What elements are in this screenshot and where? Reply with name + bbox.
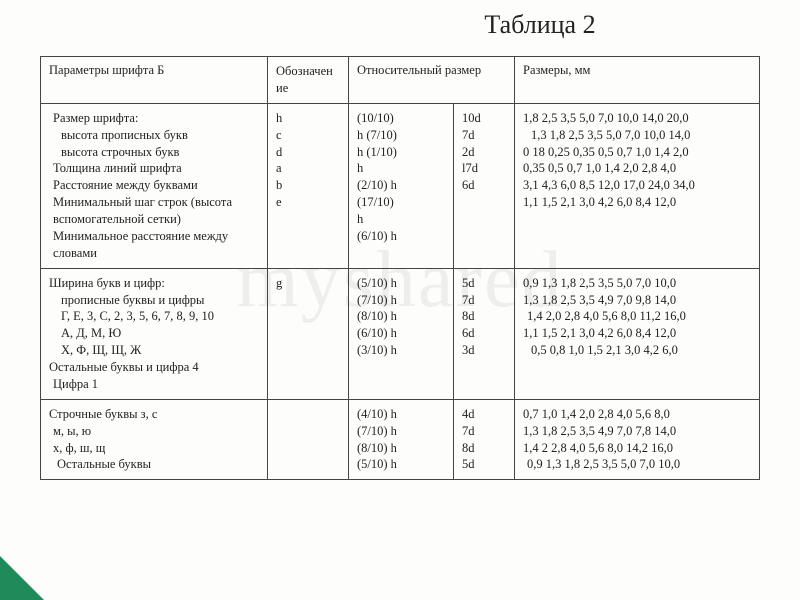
cell-c4: 5d7d8d6d3d <box>454 268 515 399</box>
cell-line: Ширина букв и цифр: <box>49 275 259 292</box>
cell-line: 7d <box>462 292 506 309</box>
cell-line: (5/10) h <box>357 456 445 473</box>
cell-line: 6d <box>462 325 506 342</box>
cell-line: h <box>357 211 445 228</box>
cell-line: 0,9 1,3 1,8 2,5 3,5 5,0 7,0 10,0 <box>523 456 751 473</box>
cell-line: 0,35 0,5 0,7 1,0 1,4 2,0 2,8 4,0 <box>523 160 751 177</box>
cell-line: 0,7 1,0 1,4 2,0 2,8 4,0 5,6 8,0 <box>523 406 751 423</box>
cell-c1: Ширина букв и цифр:прописные буквы и циф… <box>41 268 268 399</box>
cell-line: 1,3 1,8 2,5 3,5 5,0 7,0 10,0 14,0 <box>523 127 751 144</box>
cell-line: Толщина линий шрифта <box>49 160 259 177</box>
cell-line: (6/10) h <box>357 325 445 342</box>
table-row: Ширина букв и цифр:прописные буквы и циф… <box>41 268 760 399</box>
cell-line: Строчные буквы з, с <box>49 406 259 423</box>
cell-line: прописные буквы и цифры <box>49 292 259 309</box>
cell-c2: g <box>268 268 349 399</box>
cell-line: (10/10) <box>357 110 445 127</box>
cell-c2 <box>268 399 349 480</box>
cell-line: 2d <box>462 144 506 161</box>
cell-line: b <box>276 177 340 194</box>
cell-line: 7d <box>462 423 506 440</box>
cell-line: 7d <box>462 127 506 144</box>
cell-line: (4/10) h <box>357 406 445 423</box>
cell-line: 0,9 1,3 1,8 2,5 3,5 5,0 7,0 10,0 <box>523 275 751 292</box>
font-params-table: Параметры шрифта Б Обозначение Относител… <box>40 56 760 480</box>
cell-line: (7/10) h <box>357 292 445 309</box>
cell-line: Размер шрифта: <box>49 110 259 127</box>
cell-c5: 0,7 1,0 1,4 2,0 2,8 4,0 5,6 8,01,3 1,8 2… <box>515 399 760 480</box>
cell-line: 0 18 0,25 0,35 0,5 0,7 1,0 1,4 2,0 <box>523 144 751 161</box>
cell-c5: 0,9 1,3 1,8 2,5 3,5 5,0 7,0 10,01,3 1,8 … <box>515 268 760 399</box>
cell-line: h <box>276 110 340 127</box>
cell-line: 8d <box>462 308 506 325</box>
cell-c3: (4/10) h(7/10) h(8/10) h(5/10) h <box>349 399 454 480</box>
cell-c4: 4d7d8d5d <box>454 399 515 480</box>
header-symbol: Обозначение <box>268 57 349 104</box>
cell-line: 6d <box>462 177 506 194</box>
header-relsize: Относительный размер <box>349 57 515 104</box>
cell-line: h (1/10) <box>357 144 445 161</box>
cell-line: высота строчных букв <box>49 144 259 161</box>
cell-c1: Размер шрифта:высота прописных букввысот… <box>41 103 268 268</box>
cell-line: l7d <box>462 160 506 177</box>
table-title: Таблица 2 <box>0 10 800 40</box>
cell-line: 1,4 2,0 2,8 4,0 5,6 8,0 11,2 16,0 <box>523 308 751 325</box>
cell-line: 5d <box>462 456 506 473</box>
cell-line: 8d <box>462 440 506 457</box>
cell-line: Расстояние между буквами <box>49 177 259 194</box>
cell-line: (6/10) h <box>357 228 445 245</box>
cell-line: (8/10) h <box>357 440 445 457</box>
cell-c4: 10d7d2dl7d6d <box>454 103 515 268</box>
cell-line: 1,1 1,5 2,1 3,0 4,2 6,0 8,4 12,0 <box>523 194 751 211</box>
cell-line: (8/10) h <box>357 308 445 325</box>
cell-line: 1,8 2,5 3,5 5,0 7,0 10,0 14,0 20,0 <box>523 110 751 127</box>
table-body: Размер шрифта:высота прописных букввысот… <box>41 103 760 480</box>
cell-line: 10d <box>462 110 506 127</box>
cell-line: (3/10) h <box>357 342 445 359</box>
cell-line: 0,5 0,8 1,0 1,5 2,1 3,0 4,2 6,0 <box>523 342 751 359</box>
cell-line: (17/10) <box>357 194 445 211</box>
cell-line: Х, Ф, Щ, Щ, Ж <box>49 342 259 359</box>
cell-line: Остальные буквы и цифра 4 <box>49 359 259 376</box>
cell-line: c <box>276 127 340 144</box>
cell-c2: hcdabe <box>268 103 349 268</box>
cell-line: 1,1 1,5 2,1 3,0 4,2 6,0 8,4 12,0 <box>523 325 751 342</box>
cell-line: a <box>276 160 340 177</box>
cell-line: 4d <box>462 406 506 423</box>
cell-line: (7/10) h <box>357 423 445 440</box>
cell-line: (5/10) h <box>357 275 445 292</box>
cell-line: 1,3 1,8 2,5 3,5 4,9 7,0 9,8 14,0 <box>523 292 751 309</box>
cell-line: Минимальное расстояние между словами <box>49 228 259 262</box>
cell-c1: Строчные буквы з, см, ы, юх, ф, ш, щОста… <box>41 399 268 480</box>
header-sizes: Размеры, мм <box>515 57 760 104</box>
cell-line: А, Д, М, Ю <box>49 325 259 342</box>
cell-line: (2/10) h <box>357 177 445 194</box>
cell-line: h <box>357 160 445 177</box>
cell-line: 1,3 1,8 2,5 3,5 4,9 7,0 7,8 14,0 <box>523 423 751 440</box>
cell-line: 1,4 2 2,8 4,0 5,6 8,0 14,2 16,0 <box>523 440 751 457</box>
cell-c5: 1,8 2,5 3,5 5,0 7,0 10,0 14,0 20,01,3 1,… <box>515 103 760 268</box>
table-row: Строчные буквы з, см, ы, юх, ф, ш, щОста… <box>41 399 760 480</box>
cell-line: 5d <box>462 275 506 292</box>
cell-line: Г, Е, 3, С, 2, 3, 5, 6, 7, 8, 9, 10 <box>49 308 259 325</box>
cell-line: 3,1 4,3 6,0 8,5 12,0 17,0 24,0 34,0 <box>523 177 751 194</box>
cell-line: 3d <box>462 342 506 359</box>
cell-line: h (7/10) <box>357 127 445 144</box>
table-row: Размер шрифта:высота прописных букввысот… <box>41 103 760 268</box>
cell-line: м, ы, ю <box>49 423 259 440</box>
cell-line: высота прописных букв <box>49 127 259 144</box>
cell-line: g <box>276 275 340 292</box>
cell-c3: (5/10) h(7/10) h(8/10) h(6/10) h(3/10) h <box>349 268 454 399</box>
cell-line: Минимальный шаг строк (высота вспомогате… <box>49 194 259 228</box>
cell-line: d <box>276 144 340 161</box>
cell-line: х, ф, ш, щ <box>49 440 259 457</box>
cell-line: Остальные буквы <box>49 456 259 473</box>
cell-line: Цифра 1 <box>49 376 259 393</box>
cell-c3: (10/10)h (7/10)h (1/10)h(2/10) h(17/10)h… <box>349 103 454 268</box>
cell-line: e <box>276 194 340 211</box>
corner-decoration <box>0 556 44 600</box>
table-header-row: Параметры шрифта Б Обозначение Относител… <box>41 57 760 104</box>
header-params: Параметры шрифта Б <box>41 57 268 104</box>
